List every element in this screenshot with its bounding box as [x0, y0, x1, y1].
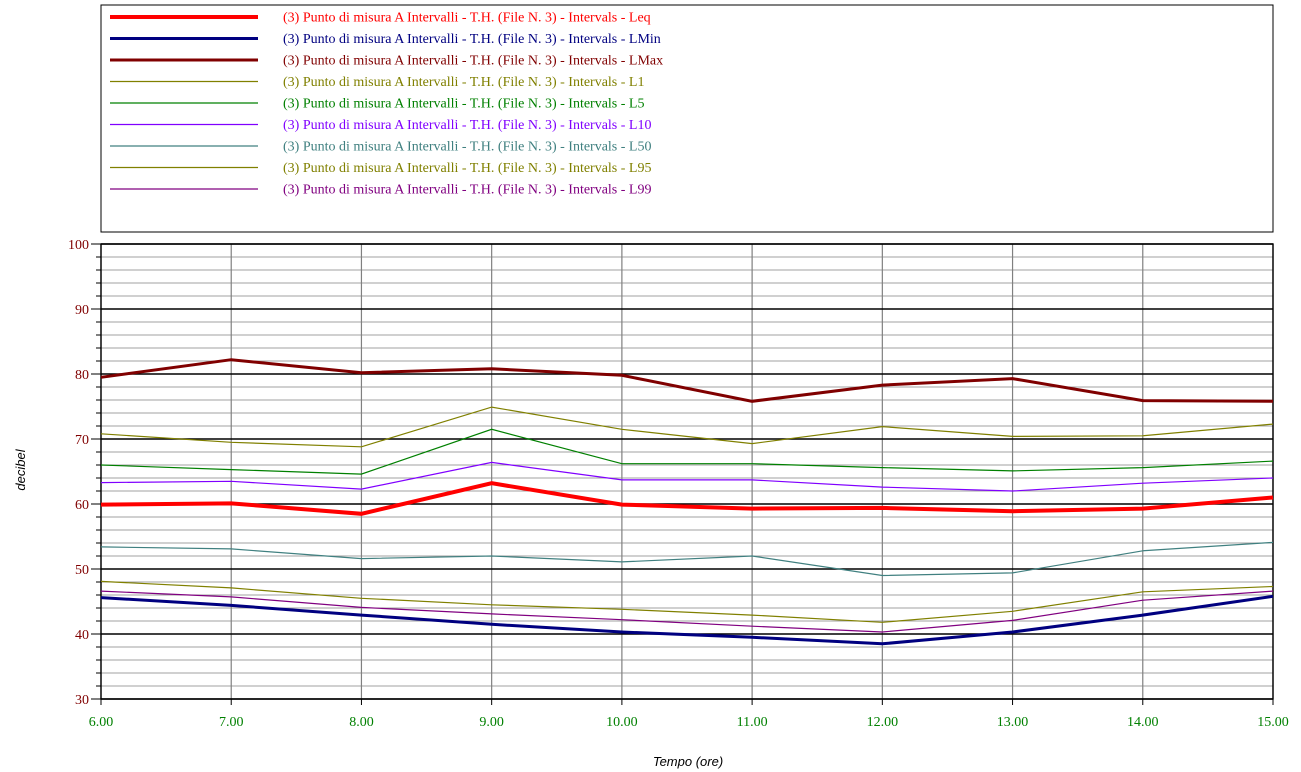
y-tick-label: 30	[75, 693, 89, 708]
series-line	[100, 461, 1274, 492]
y-tick-label: 40	[75, 628, 89, 643]
legend-entry: (3) Punto di misura A Intervalli - T.H. …	[283, 75, 644, 90]
legend-entry: (3) Punto di misura A Intervalli - T.H. …	[283, 161, 651, 176]
legend-entry: (3) Punto di misura A Intervalli - T.H. …	[283, 54, 663, 69]
plot-series	[100, 358, 1274, 646]
x-tick-label: 8.00	[349, 715, 374, 730]
legend-entry: (3) Punto di misura A Intervalli - T.H. …	[283, 11, 651, 26]
legend-box	[100, 4, 1274, 233]
legend: (3) Punto di misura A Intervalli - T.H. …	[100, 4, 1274, 233]
series-line	[100, 541, 1274, 577]
legend-entry: (3) Punto di misura A Intervalli - T.H. …	[283, 32, 661, 47]
x-tick-label: 6.00	[89, 715, 114, 730]
x-tick-label: 11.00	[737, 715, 768, 730]
axis-ticks: 30 40 50 60 70 80 90 100 6.00 7.00 8.00 9.00 10.00 11…	[68, 238, 1289, 730]
y-tick-label: 50	[75, 563, 89, 578]
x-axis-label: Tempo (ore)	[653, 754, 723, 769]
y-tick-label: 100	[68, 238, 89, 253]
x-tick-label: 9.00	[479, 715, 504, 730]
plot-frame	[100, 243, 1274, 700]
series-line	[100, 590, 1274, 633]
x-tick-label: 7.00	[219, 715, 244, 730]
y-tick-label: 90	[75, 303, 89, 318]
x-tick-label: 15.00	[1257, 715, 1289, 730]
series-line	[100, 580, 1274, 623]
y-axis-label: decibel	[13, 448, 28, 490]
series-line	[100, 358, 1274, 403]
x-tick-label: 12.00	[867, 715, 899, 730]
legend-entry: (3) Punto di misura A Intervalli - T.H. …	[283, 140, 651, 155]
series-line	[100, 428, 1274, 475]
x-tick-label: 10.00	[606, 715, 638, 730]
legend-entry: (3) Punto di misura A Intervalli - T.H. …	[283, 118, 651, 133]
series-line	[100, 481, 1274, 516]
legend-entry: (3) Punto di misura A Intervalli - T.H. …	[283, 183, 651, 198]
series-line	[100, 594, 1274, 646]
series-line	[100, 406, 1274, 448]
x-tick-label: 14.00	[1127, 715, 1159, 730]
legend-entry: (3) Punto di misura A Intervalli - T.H. …	[283, 97, 644, 112]
y-tick-label: 60	[75, 498, 89, 513]
y-tick-label: 80	[75, 368, 89, 383]
y-tick-label: 70	[75, 433, 89, 448]
x-tick-label: 13.00	[997, 715, 1029, 730]
